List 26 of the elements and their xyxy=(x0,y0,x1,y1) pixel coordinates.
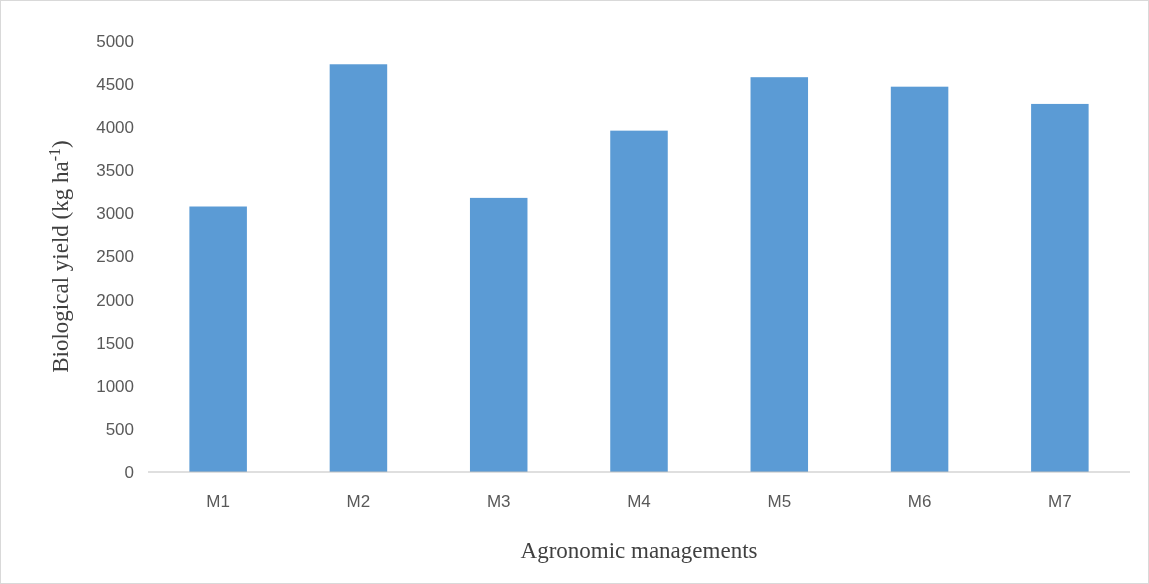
bar xyxy=(750,77,809,472)
x-tick-label: M6 xyxy=(907,492,932,511)
y-tick-label: 4500 xyxy=(96,75,134,95)
bar xyxy=(469,197,528,472)
x-tick-label: M5 xyxy=(767,492,792,511)
x-tick-label: M1 xyxy=(206,492,230,511)
y-tick-label: 3000 xyxy=(96,204,134,224)
x-tick-label: M3 xyxy=(486,492,511,511)
y-tick-label: 4000 xyxy=(96,118,134,138)
bar xyxy=(1031,103,1089,472)
y-tick-label: 1500 xyxy=(96,333,134,353)
bar xyxy=(890,86,949,472)
x-tick-label: M4 xyxy=(627,492,651,511)
bar xyxy=(610,130,668,472)
x-axis-title: Agronomic managements xyxy=(520,538,758,563)
y-tick-label: 5000 xyxy=(96,31,134,51)
x-tick-label: M2 xyxy=(346,492,371,511)
y-tick-label: 500 xyxy=(105,419,134,439)
bar xyxy=(189,206,247,472)
bar xyxy=(329,64,388,472)
y-tick-label: 2000 xyxy=(96,290,134,310)
y-tick-label: 2500 xyxy=(96,247,134,267)
y-tick-label: 1000 xyxy=(96,376,134,396)
y-tick-label: 0 xyxy=(124,462,134,482)
x-tick-label: M7 xyxy=(1048,492,1072,511)
y-tick-label: 3500 xyxy=(96,161,134,181)
